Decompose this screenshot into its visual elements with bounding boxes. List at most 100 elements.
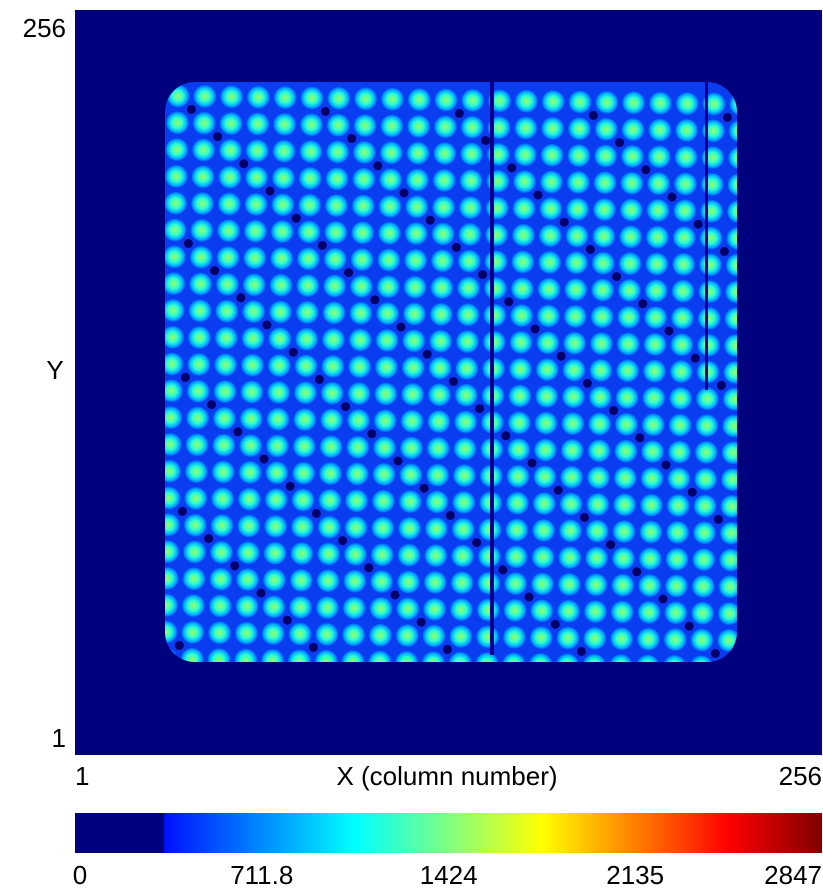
spot [722,387,737,411]
spot [565,224,589,248]
spot [567,117,591,141]
spot [727,173,737,197]
colorbar [75,813,822,853]
spot [184,486,208,510]
spot [342,623,366,647]
spot [239,407,263,431]
spot [268,327,292,351]
spot [345,489,369,513]
spot [541,116,565,140]
spot [269,273,293,297]
spot [343,542,367,566]
spot [585,519,609,543]
spot [298,193,322,217]
spot [449,598,473,622]
spot [670,333,694,357]
spot [267,380,291,404]
dead-spot [183,238,193,248]
spot [725,280,737,304]
spot [368,650,392,662]
spot [722,414,737,438]
spot [430,276,454,300]
spot [663,654,687,662]
spot [213,380,237,404]
spot [558,519,582,543]
x-axis-label: X (column number) [336,761,557,791]
spot [395,650,419,662]
dead-spot [204,534,214,544]
spot [529,626,553,650]
dead-column [490,82,494,655]
spot [566,197,590,221]
spot [218,165,242,189]
dead-spot [370,295,380,305]
spot [485,196,509,220]
dead-spot [635,433,645,443]
spot [532,492,556,516]
spot [189,245,213,269]
spot [562,358,586,382]
spot [352,167,376,191]
dead-spot [687,487,697,497]
spot [352,140,376,164]
spot [350,248,374,272]
spot [398,490,422,514]
spot [371,516,395,540]
spot [593,171,617,195]
dead-spot [393,456,403,466]
spot [401,382,425,406]
spot [379,168,403,192]
spot [347,382,371,406]
spot [560,465,584,489]
spot [376,275,400,299]
spot [261,622,285,646]
spot [325,167,349,191]
spot [315,596,339,620]
spot [717,602,737,626]
dead-spot [311,508,321,518]
spot [215,272,239,296]
dead-spot [719,246,729,256]
spot [165,138,189,162]
spot [320,381,344,405]
dead-spot [180,372,190,382]
spot [621,118,645,142]
dead-spot [210,266,220,276]
spot [404,222,428,246]
dead-spot [472,538,482,548]
spot [513,143,537,167]
spot [594,117,618,141]
spot [694,467,718,491]
spot [586,492,610,516]
spot [537,277,561,301]
x-tick-label: 1 [75,761,89,791]
spot [165,406,183,430]
spot [322,301,346,325]
spot [452,490,476,514]
dead-spot [553,485,563,495]
spot [405,195,429,219]
spot [378,194,402,218]
spot [368,623,392,647]
spot [589,358,613,382]
spot [642,386,666,410]
spot [207,648,231,662]
spot [642,359,666,383]
spot [423,597,447,621]
dead-spot [475,404,485,414]
spot [165,432,182,456]
spot [456,303,480,327]
spot [429,302,453,326]
spot [460,142,484,166]
spot [430,249,454,273]
x-tick-label: 256 [779,761,822,791]
dead-spot [641,165,651,175]
spot [349,301,373,325]
spot [636,654,660,662]
spot [638,547,662,571]
spot [723,334,737,358]
spot [458,196,482,220]
dead-spot [550,619,560,629]
spot [300,86,324,110]
dead-spot [207,400,217,410]
